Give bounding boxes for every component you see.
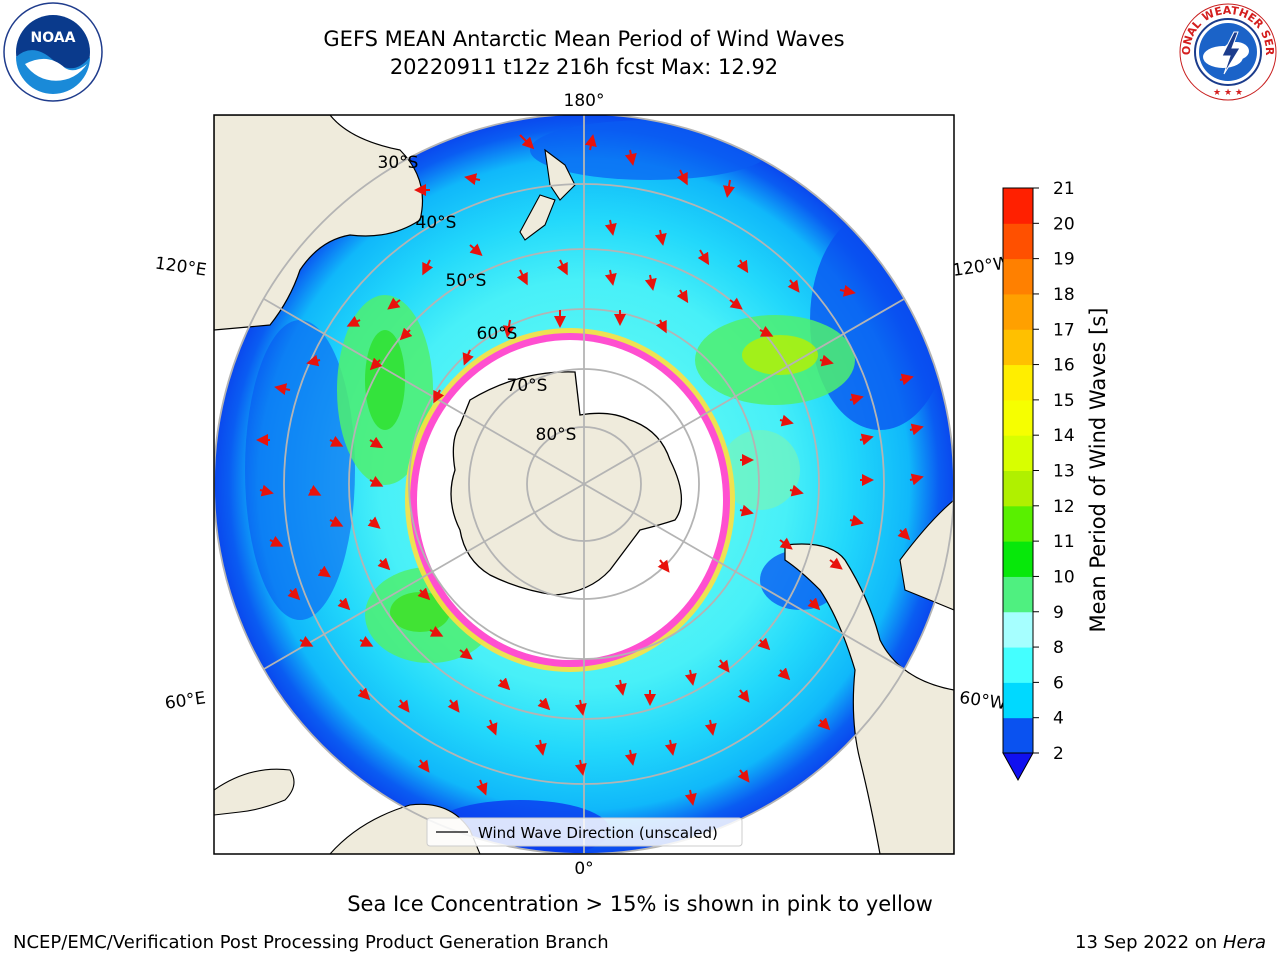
lat-label-60s: 60°S bbox=[477, 324, 518, 344]
noaa-logo: NOAA bbox=[3, 2, 103, 102]
nws-logo: NATIONAL WEATHER SERVICE ★ ★ ★ bbox=[1173, 0, 1278, 102]
lon-label-120e: 120°E bbox=[154, 254, 208, 281]
colorbar-segment bbox=[1003, 223, 1033, 260]
colorbar-segment bbox=[1003, 258, 1033, 295]
lon-label-60w: 60°W bbox=[958, 688, 1007, 714]
legend-label: Wind Wave Direction (unscaled) bbox=[478, 824, 718, 842]
colorbar-tick-label: 17 bbox=[1053, 320, 1075, 340]
colorbar-segment bbox=[1003, 647, 1033, 683]
colorbar-tick-label: 4 bbox=[1053, 709, 1064, 729]
lon-label-0: 0° bbox=[574, 859, 593, 879]
australia bbox=[214, 115, 424, 331]
colorbar-tick-label: 16 bbox=[1053, 356, 1075, 376]
colorbar-segment bbox=[1003, 399, 1033, 436]
colorbar-tick-label: 12 bbox=[1053, 497, 1075, 517]
colorbar-tick-label: 20 bbox=[1053, 214, 1075, 234]
chart-subtitle: 20220911 t12z 216h fcst Max: 12.92 bbox=[389, 55, 779, 79]
lat-label-50s: 50°S bbox=[446, 271, 487, 291]
graticule bbox=[214, 115, 954, 854]
map-legend: Wind Wave Direction (unscaled) bbox=[426, 817, 743, 847]
footer-date-text: 13 Sep 2022 on bbox=[1075, 932, 1223, 953]
colorbar-segment bbox=[1003, 470, 1033, 507]
colorbar-segment bbox=[1003, 682, 1033, 719]
wind-wave-arrows bbox=[256, 134, 924, 806]
colorbar-segment bbox=[1003, 435, 1033, 471]
lat-label-70s: 70°S bbox=[507, 376, 548, 396]
noaa-logo-text: NOAA bbox=[31, 30, 76, 46]
lat-label-30s: 30°S bbox=[378, 153, 419, 173]
map-frame bbox=[213, 114, 955, 855]
colorbar-tick-label: 18 bbox=[1053, 285, 1075, 305]
colorbar-underflow-triangle bbox=[1002, 752, 1034, 782]
colorbar-segment bbox=[1003, 541, 1033, 577]
new-zealand-south bbox=[519, 194, 556, 241]
colorbar-segment bbox=[1003, 293, 1033, 330]
colorbar-tick-label: 9 bbox=[1053, 603, 1064, 623]
antarctica bbox=[450, 371, 683, 596]
lat-label-80s: 80°S bbox=[536, 425, 577, 445]
colorbar-tick-label: 2 bbox=[1053, 744, 1064, 764]
lat-label-40s: 40°S bbox=[416, 213, 457, 233]
colorbar-segment bbox=[1003, 188, 1033, 224]
colorbar-tick-label: 14 bbox=[1053, 426, 1075, 446]
madagascar bbox=[214, 768, 295, 816]
colorbar-label: Mean Period of Wind Waves [s] bbox=[1086, 308, 1110, 633]
colorbar-tick-label: 19 bbox=[1053, 250, 1075, 270]
colorbar-segment bbox=[1003, 717, 1033, 754]
lon-label-120w: 120°W bbox=[951, 253, 1011, 281]
new-zealand-north bbox=[544, 148, 576, 201]
colorbar-tick-label: 13 bbox=[1053, 462, 1075, 482]
colorbar-tick-label: 8 bbox=[1053, 638, 1064, 658]
colorbar-segment bbox=[1003, 364, 1033, 401]
lon-label-60e: 60°E bbox=[164, 688, 207, 713]
footer-machine: Hera bbox=[1222, 932, 1266, 953]
colorbar-tick-label: 11 bbox=[1053, 532, 1075, 552]
colorbar-segment bbox=[1003, 576, 1033, 613]
colorbar-tick-label: 10 bbox=[1053, 567, 1075, 587]
colorbar-tick-label: 6 bbox=[1053, 673, 1064, 693]
svg-text:★ ★ ★: ★ ★ ★ bbox=[1213, 88, 1243, 98]
colorbar-segment bbox=[1003, 329, 1033, 366]
colorbar-tick-label: 21 bbox=[1053, 179, 1075, 199]
footer-credit: NCEP/EMC/Verification Post Processing Pr… bbox=[13, 932, 609, 953]
chart-title: GEFS MEAN Antarctic Mean Period of Wind … bbox=[323, 27, 845, 51]
south-america bbox=[784, 543, 954, 854]
colorbar-tick-label: 15 bbox=[1053, 391, 1075, 411]
colorbar-segment bbox=[1003, 505, 1033, 542]
lon-label-180: 180° bbox=[564, 91, 605, 111]
sea-ice-note: Sea Ice Concentration > 15% is shown in … bbox=[347, 892, 933, 916]
colorbar: Mean Period of Wind Waves [s] 2 4 6 8 9 10 11 1… bbox=[1002, 179, 1110, 782]
colorbar-segment bbox=[1003, 611, 1033, 648]
footer-date: 13 Sep 2022 on Hera bbox=[1075, 932, 1266, 953]
